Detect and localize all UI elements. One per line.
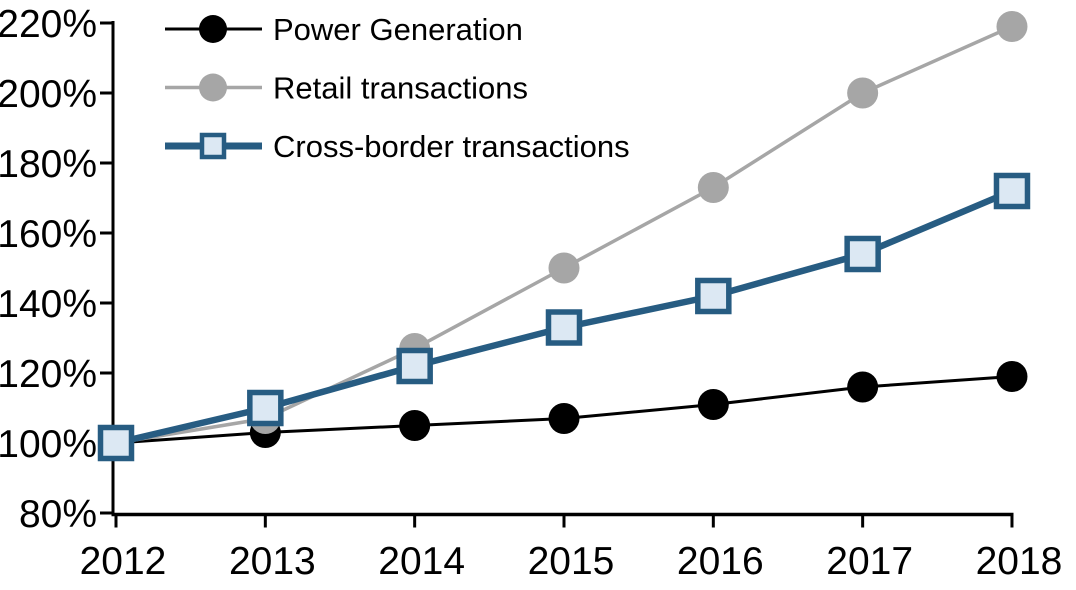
y-axis-tick-label: 140% bbox=[0, 283, 97, 326]
y-axis-tick-label: 80% bbox=[19, 493, 97, 536]
data-point-marker-circle bbox=[697, 172, 729, 203]
data-point-marker-square bbox=[97, 424, 135, 462]
data-point-marker-circle bbox=[847, 77, 879, 109]
x-axis-tick-label: 2013 bbox=[229, 540, 316, 583]
legend-marker-square bbox=[199, 132, 227, 160]
y-axis-tick-label: 200% bbox=[0, 73, 97, 116]
x-axis-tick-label: 2016 bbox=[677, 540, 764, 583]
y-axis-tick-label: 100% bbox=[0, 423, 97, 466]
data-point-marker-circle bbox=[399, 410, 431, 441]
data-point-marker-circle bbox=[996, 11, 1028, 42]
y-axis-tick-label: 180% bbox=[0, 143, 97, 186]
data-point-marker-circle bbox=[548, 403, 580, 434]
x-axis-tick-label: 2012 bbox=[80, 540, 167, 583]
y-axis-tick-label: 160% bbox=[0, 213, 97, 256]
data-point-marker-square bbox=[396, 347, 433, 385]
x-axis-tick-label: 2014 bbox=[378, 540, 465, 583]
data-point-marker-circle bbox=[996, 361, 1028, 392]
data-point-marker-circle bbox=[847, 371, 879, 403]
legend-item-label: Retail transactions bbox=[273, 71, 528, 106]
legend-marker-circle bbox=[199, 15, 227, 43]
data-point-marker-square bbox=[545, 309, 583, 346]
legend-item-label: Cross-border transactions bbox=[273, 129, 630, 164]
data-point-marker-square bbox=[247, 389, 284, 427]
x-axis-tick-label: 2015 bbox=[528, 540, 615, 583]
y-axis-tick-label: 120% bbox=[0, 353, 97, 396]
x-axis-tick-label: 2018 bbox=[976, 540, 1063, 583]
x-axis-tick-label: 2017 bbox=[826, 540, 913, 583]
legend-marker-circle bbox=[199, 73, 227, 102]
y-axis-tick-label: 220% bbox=[0, 3, 97, 46]
data-point-marker-circle bbox=[548, 252, 580, 284]
legend-item-label: Power Generation bbox=[273, 12, 523, 47]
data-point-marker-square bbox=[695, 277, 732, 315]
data-point-marker-circle bbox=[697, 389, 729, 420]
data-point-marker-square bbox=[844, 235, 881, 273]
data-point-marker-square bbox=[993, 172, 1031, 210]
